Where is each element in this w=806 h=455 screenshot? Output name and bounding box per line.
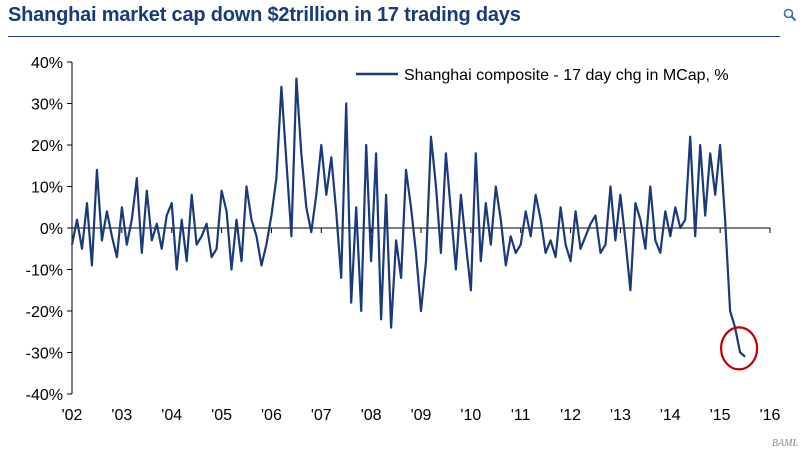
title-underline <box>8 36 780 37</box>
x-tick-label: '16 <box>760 407 781 424</box>
y-tick-label: 0% <box>40 221 63 238</box>
axes: 40% 30% 20% 10% 0% -10% -20% -30% -40% '02 '03 '04 '… <box>26 55 781 424</box>
y-tick-label: 40% <box>31 55 63 72</box>
x-tick-label: '03 <box>111 407 132 424</box>
legend: Shanghai composite - 17 day chg in MCap,… <box>356 67 729 84</box>
x-tick-label: '06 <box>261 407 282 424</box>
source-label: BAML <box>771 438 798 449</box>
y-tick-label: 30% <box>31 97 63 114</box>
x-tick-label: '09 <box>411 407 432 424</box>
chart-title: Shanghai market cap down $2trillion in 1… <box>8 4 521 26</box>
x-tick-label: '11 <box>511 407 531 424</box>
y-tick-label: -10% <box>26 263 63 280</box>
x-tick-label: '10 <box>460 407 481 424</box>
series-layer <box>70 77 746 358</box>
x-tick-label: '04 <box>161 407 182 424</box>
x-tick-label: '12 <box>560 407 581 424</box>
legend-label: Shanghai composite - 17 day chg in MCap,… <box>404 67 729 84</box>
y-tick-label: 10% <box>31 180 63 197</box>
x-tick-label: '02 <box>62 407 83 424</box>
y-tick-label: -40% <box>26 387 63 404</box>
x-tick-label: '07 <box>311 407 332 424</box>
x-tick-label: '05 <box>211 407 232 424</box>
highlight-layer <box>719 326 759 371</box>
x-tick-label: '14 <box>660 407 681 424</box>
x-tick-label: '13 <box>610 407 631 424</box>
highlight-circle <box>719 326 759 371</box>
magnifier-icon[interactable] <box>783 8 797 22</box>
y-tick-label: 20% <box>31 138 63 155</box>
x-tick-label: '15 <box>710 407 731 424</box>
y-tick-label: -30% <box>26 346 63 363</box>
series-line <box>70 77 746 358</box>
y-tick-label: -20% <box>26 304 63 321</box>
x-tick-label: '08 <box>361 407 382 424</box>
